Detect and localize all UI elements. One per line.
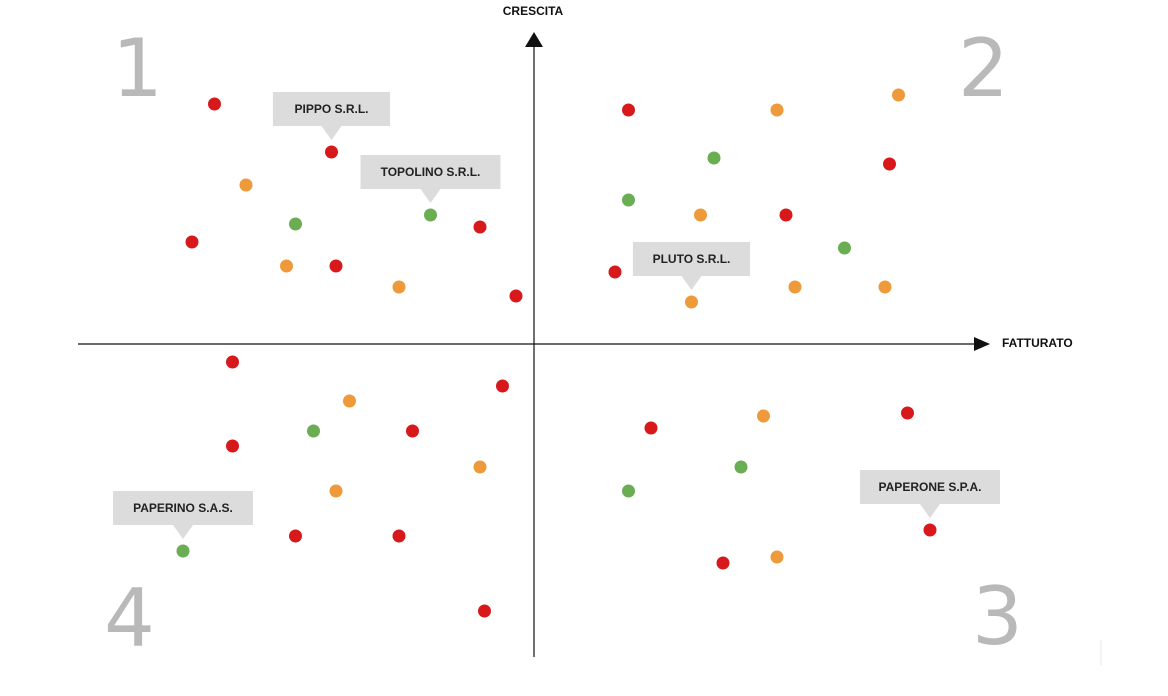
- x-axis-label: FATTURATO: [1002, 336, 1073, 350]
- data-point-orange: [757, 409, 770, 423]
- company-callout-pointer: [920, 504, 940, 518]
- company-callout-pointer: [420, 189, 441, 203]
- data-point-red: [185, 235, 199, 249]
- data-point-red: [478, 604, 491, 618]
- data-point-red: [496, 379, 509, 393]
- quadrant-number-1: 1: [112, 22, 163, 115]
- data-point-orange: [788, 280, 802, 294]
- data-point-green: [734, 460, 748, 474]
- data-point-red: [883, 157, 896, 171]
- x-axis-arrow-icon: [974, 337, 990, 351]
- data-point-red: [716, 556, 730, 570]
- data-point-orange: [770, 550, 784, 564]
- data-point-orange: [343, 394, 356, 408]
- data-point-orange: [280, 259, 293, 273]
- data-point-red: [329, 259, 343, 273]
- data-point-red: [406, 424, 419, 438]
- points-layer: [176, 88, 937, 618]
- y-axis-label: CRESCITA: [503, 4, 564, 18]
- data-point-red: [226, 439, 239, 453]
- data-point-red: [473, 220, 487, 234]
- data-point-red: [644, 421, 658, 435]
- quadrant-number-2: 2: [958, 22, 1009, 115]
- quadrant-number-4: 4: [104, 572, 155, 665]
- data-point-green: [622, 484, 635, 498]
- data-point-green: [424, 208, 437, 222]
- company-callout-pointer: [681, 276, 702, 290]
- data-point-red: [509, 289, 523, 303]
- company-callout: PLUTO S.R.L.: [632, 242, 751, 290]
- company-callout-pointer: [321, 126, 342, 140]
- company-callout-label: TOPOLINO S.R.L.: [381, 165, 481, 179]
- data-point-red: [392, 529, 406, 543]
- data-point-orange: [392, 280, 406, 294]
- data-point-orange: [878, 280, 892, 294]
- data-point-red: [622, 103, 635, 117]
- data-point-red: [226, 355, 239, 369]
- data-point-green: [707, 151, 721, 165]
- company-callout-box: [632, 242, 751, 276]
- company-callout: PIPPO S.R.L.: [272, 92, 391, 140]
- data-point-red: [208, 97, 221, 111]
- y-axis-arrow-icon: [525, 32, 543, 47]
- company-callout-label: PIPPO S.R.L.: [294, 102, 368, 116]
- data-point-red: [325, 145, 338, 159]
- data-point-green: [289, 217, 302, 231]
- company-callout-box: [113, 491, 253, 525]
- company-callout-label: PLUTO S.R.L.: [653, 252, 731, 266]
- data-point-orange: [473, 460, 487, 474]
- data-point-red: [779, 208, 793, 222]
- company-callout-box: [860, 470, 1000, 504]
- data-point-red: [901, 406, 914, 420]
- data-point-orange: [329, 484, 343, 498]
- company-callout: PAPERINO S.A.S.: [113, 491, 253, 539]
- data-point-green: [838, 241, 851, 255]
- callouts-layer: PIPPO S.R.L. TOPOLINO S.R.L. PLUTO S.R.L. P…: [113, 92, 1000, 539]
- data-point-green: [622, 193, 635, 207]
- data-point-orange: [694, 208, 707, 222]
- quadrant-number-3: 3: [972, 570, 1023, 663]
- data-point-red: [289, 529, 302, 543]
- company-callout-pointer: [173, 525, 193, 539]
- data-point-orange: [770, 103, 784, 117]
- company-callout-label: PAPERONE S.P.A.: [879, 480, 982, 494]
- data-point-green: [176, 544, 190, 558]
- data-point-red: [608, 265, 622, 279]
- data-point-red: [923, 523, 937, 537]
- data-point-green: [307, 424, 320, 438]
- company-callout-box: [272, 92, 391, 126]
- data-point-orange: [892, 88, 905, 102]
- company-callout-label: PAPERINO S.A.S.: [133, 501, 233, 515]
- company-callout: TOPOLINO S.R.L.: [360, 155, 501, 203]
- company-callout: PAPERONE S.P.A.: [860, 470, 1000, 518]
- company-callout-box: [360, 155, 501, 189]
- data-point-orange: [685, 295, 698, 309]
- data-point-orange: [239, 178, 253, 192]
